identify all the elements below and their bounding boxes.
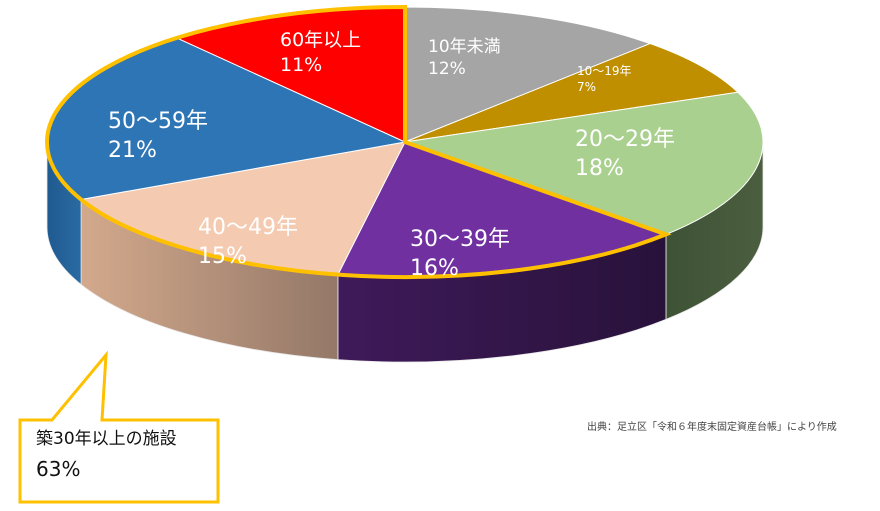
slice-label-percent: 7%: [577, 79, 597, 94]
slice-label-category: 20～29年: [575, 127, 675, 152]
callout-line1: 築30年以上の施設: [36, 429, 177, 449]
pie-sides: [46, 141, 764, 363]
slice-label-category: 50～59年: [108, 109, 208, 134]
slice-label-percent: 18%: [575, 155, 624, 181]
highlight-outline: [45, 4, 672, 279]
slice-label-percent: 16%: [410, 255, 459, 281]
highlight-outline-path: [45, 4, 672, 279]
slice-label: 60年以上 11%: [280, 28, 361, 77]
slice-label: 50～59年 21%: [108, 108, 208, 165]
slice-label-category: 10～19年: [577, 64, 632, 78]
slice-label-category: 10年未満: [428, 37, 501, 57]
pie-slices: [46, 6, 764, 278]
callout-text: 築30年以上の施設 63%: [36, 426, 177, 485]
slice-label-category: 30～39年: [410, 227, 510, 252]
slice-label: 30～39年 16%: [410, 226, 510, 283]
source-note: 出典：足立区「令和６年度末固定資産台帳」により作成: [587, 422, 837, 433]
slice-label-percent: 15%: [198, 243, 247, 269]
slice-label: 20～29年 18%: [575, 126, 675, 183]
pie-slice: [404, 91, 764, 235]
slice-label: 10～19年 7%: [577, 64, 632, 95]
pie-slice: [404, 43, 739, 143]
callout-bubble: [18, 350, 220, 504]
slice-label: 10年未満 12%: [428, 36, 501, 80]
slice-label-category: 40～49年: [198, 215, 298, 240]
slice-label-percent: 11%: [280, 53, 323, 76]
slice-label-category: 60年以上: [280, 29, 362, 51]
pie-slice: [404, 6, 652, 143]
slice-label: 40～49年 15%: [198, 214, 298, 271]
slice-label-percent: 21%: [108, 137, 157, 163]
callout-line2: 63%: [36, 457, 81, 482]
slice-label-percent: 12%: [428, 59, 466, 80]
